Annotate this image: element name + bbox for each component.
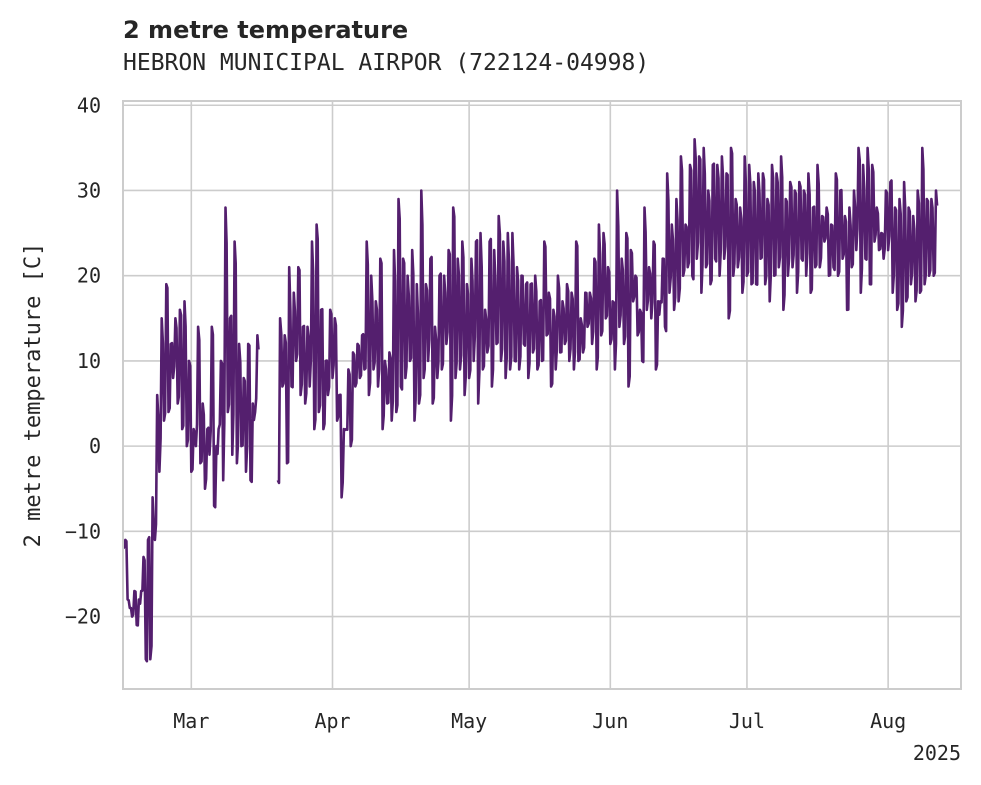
y-tick-label: 10 — [77, 349, 101, 373]
x-tick-label: May — [451, 709, 487, 733]
x-tick-label: Jul — [729, 709, 765, 733]
series-group — [122, 138, 939, 663]
y-tick-label: 20 — [77, 264, 101, 288]
x-tick-labels: Mar Apr May Jun Jul Aug — [173, 709, 906, 733]
x-tick-label: Mar — [173, 709, 209, 733]
x-tick-label: Jun — [592, 709, 628, 733]
chart-title: 2 metre temperature — [123, 16, 409, 44]
y-tick-label: 0 — [89, 434, 101, 458]
plot-frame — [122, 100, 962, 690]
temperature-series-line — [276, 138, 939, 499]
x-offset-label: 2025 — [913, 741, 961, 765]
y-axis-label: 2 metre temperature [C] — [21, 243, 46, 548]
x-tick-label: Aug — [870, 709, 906, 733]
y-tick-labels: −20 −10 0 10 20 30 40 — [65, 93, 101, 628]
x-tick-label: Apr — [314, 709, 350, 733]
chart-subtitle: HEBRON MUNICIPAL AIRPOR (722124-04998) — [123, 50, 650, 76]
y-tick-label: 30 — [77, 178, 101, 202]
temperature-series-line — [122, 206, 260, 663]
y-tick-label: 40 — [77, 93, 101, 117]
y-tick-label: −10 — [65, 519, 101, 543]
y-tick-label: −20 — [65, 605, 101, 629]
